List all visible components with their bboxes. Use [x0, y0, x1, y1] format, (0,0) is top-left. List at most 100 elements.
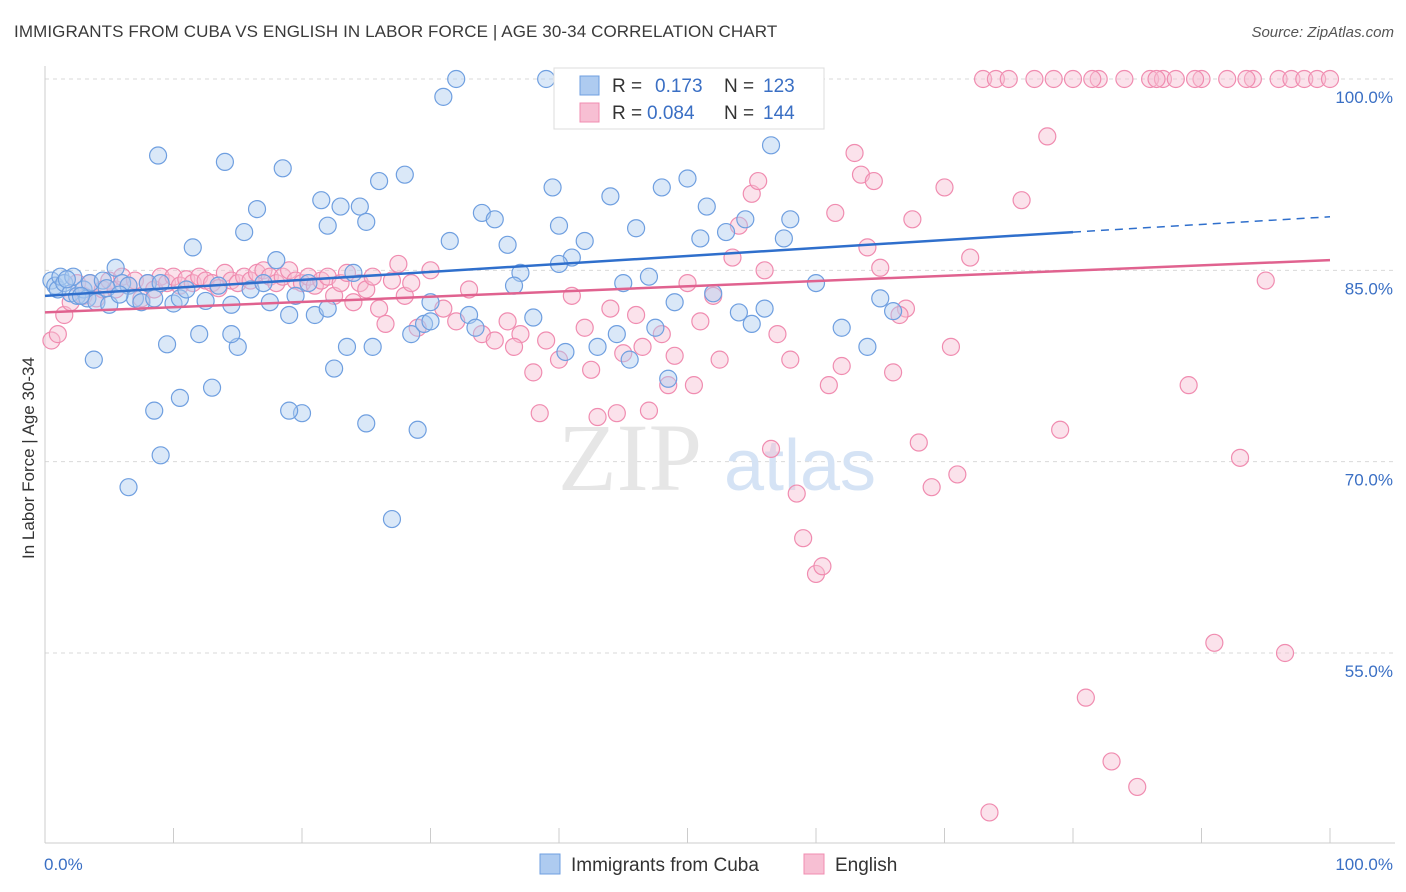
english-data-point	[498, 312, 517, 331]
bottom-legend-label-cuba: Immigrants from Cuba	[571, 855, 759, 876]
legend-box: R = 0.173 N = 123 R = 0.084 N = 144	[553, 67, 825, 130]
english-data-point	[402, 273, 421, 293]
chart-source: Source: ZipAtlas.com	[1251, 24, 1394, 41]
bottom-legend-swatch-cuba	[539, 853, 561, 875]
cuba-data-point	[704, 284, 723, 303]
english-data-point	[1025, 69, 1044, 89]
cuba-data-point	[761, 136, 781, 155]
english-data-point	[524, 363, 543, 382]
english-data-point	[1063, 69, 1083, 89]
english-data-point	[1153, 69, 1173, 89]
cuba-data-point	[575, 231, 594, 251]
cuba-data-point	[556, 342, 575, 362]
legend-r-value: 0.173	[655, 76, 703, 97]
tick-labels: 100.0% 85.0% 70.0% 55.0% 0.0% 100.0%	[44, 88, 1393, 874]
english-data-point	[755, 261, 774, 280]
english-data-point	[941, 337, 961, 356]
cuba-data-point	[639, 267, 659, 286]
cuba-data-point	[665, 293, 684, 312]
cuba-data-point	[421, 312, 440, 331]
cuba-data-point	[357, 414, 376, 433]
cuba-data-point	[215, 152, 234, 172]
english-data-point	[883, 363, 903, 382]
axes-layer	[44, 66, 1395, 844]
cuba-data-point	[177, 280, 196, 299]
y-tick-label: 55.0%	[1345, 662, 1393, 681]
cuba-data-point	[110, 285, 129, 304]
english-data-point	[537, 331, 556, 350]
english-data-point	[961, 248, 980, 267]
cuba-data-point	[504, 276, 524, 295]
english-data-point	[1179, 376, 1198, 395]
english-data-point	[858, 238, 877, 257]
english-data-point	[1256, 271, 1275, 290]
english-data-point	[1218, 69, 1237, 89]
cuba-data-point	[267, 251, 286, 270]
cuba-data-point	[781, 210, 800, 229]
cuba-data-point	[466, 318, 485, 337]
watermark: ZIP atlas	[558, 404, 876, 511]
cuba-data-point	[697, 197, 716, 216]
cuba-data-point	[370, 171, 389, 191]
bottom-legend-swatch-english	[803, 853, 825, 875]
english-trend-line	[44, 258, 1331, 314]
cuba-data-point	[447, 69, 466, 89]
cuba-data-point	[337, 337, 357, 356]
english-data-point	[633, 337, 652, 356]
english-data-point	[1089, 69, 1108, 89]
cuba-data-point	[440, 231, 459, 251]
legend-n-label: N =	[724, 103, 754, 124]
cuba-data-point	[344, 263, 363, 282]
cuba-data-point	[395, 165, 414, 184]
cuba-data-point	[774, 229, 793, 248]
cuba-data-point	[402, 325, 421, 344]
cuba-data-point	[145, 401, 164, 420]
cuba-data-point	[755, 299, 774, 318]
english-data-point	[986, 69, 1006, 89]
cuba-data-point	[71, 286, 91, 305]
cuba-trend-line	[44, 230, 1074, 298]
english-data-point	[1282, 69, 1301, 89]
cuba-data-point	[363, 337, 382, 356]
english-data-point	[980, 803, 999, 822]
cuba-data-point	[318, 216, 337, 235]
cuba-data-point	[325, 359, 344, 378]
english-data-point	[1147, 69, 1166, 89]
english-data-point	[607, 404, 626, 423]
english-data-point	[370, 299, 389, 318]
cuba-data-point	[157, 335, 177, 354]
english-data-point	[691, 312, 710, 331]
english-data-point	[1044, 69, 1063, 89]
x-tick-label: 0.0%	[44, 855, 83, 874]
cuba-data-point	[652, 178, 671, 197]
english-data-point	[999, 69, 1018, 89]
english-data-point	[1115, 69, 1134, 89]
cuba-data-point	[601, 187, 620, 206]
english-data-point	[678, 273, 697, 293]
english-data-point	[948, 465, 967, 484]
cuba-data-point	[871, 289, 890, 308]
cuba-data-point	[883, 302, 903, 321]
cuba-trend-extension	[1072, 216, 1331, 233]
y-tick-label: 100.0%	[1335, 88, 1393, 107]
english-data-point	[845, 143, 864, 163]
y-tick-label: 70.0%	[1345, 471, 1393, 490]
legend-r-value: 0.084	[647, 103, 695, 124]
cuba-data-point	[235, 222, 254, 242]
cuba-data-point	[202, 378, 222, 397]
english-data-point	[813, 557, 832, 576]
cuba-data-point	[299, 273, 318, 293]
english-data-point	[935, 178, 954, 197]
english-data-point	[761, 439, 781, 459]
cuba-data-point	[678, 169, 697, 188]
trend-lines	[44, 216, 1331, 314]
english-data-point	[601, 299, 620, 318]
english-data-point	[344, 293, 363, 312]
legend-n-value: 123	[763, 76, 795, 97]
cuba-data-point	[286, 286, 305, 305]
english-data-point	[530, 404, 549, 423]
english-data-point	[1269, 69, 1288, 89]
cuba-data-point	[485, 210, 504, 229]
legend-swatch-pink	[579, 102, 600, 123]
cuba-data-point	[318, 299, 337, 318]
